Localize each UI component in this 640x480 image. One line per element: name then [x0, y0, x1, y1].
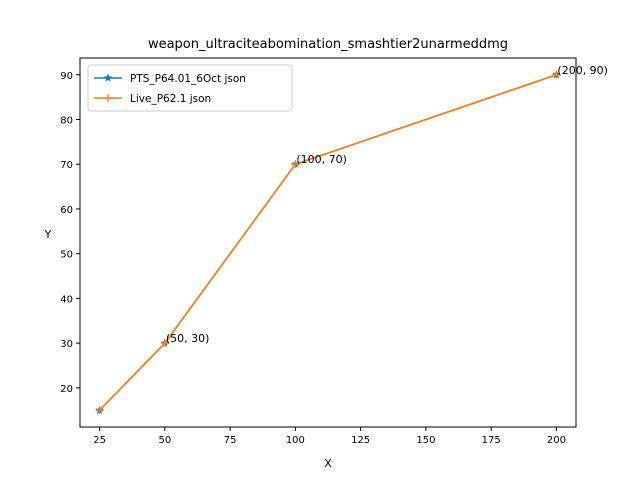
y-tick-label: 50 [60, 250, 73, 261]
y-tick-label: 80 [60, 116, 73, 127]
legend-marker-1 [103, 73, 113, 82]
series-2-point [291, 160, 300, 169]
chart-title: weapon_ultraciteabomination_smashtier2un… [148, 37, 508, 52]
plot-frame [79, 57, 577, 428]
y-tick-label: 70 [60, 160, 73, 171]
y-axis-label: Y [44, 228, 52, 241]
y-tick-label: 30 [60, 339, 73, 350]
legend-marker-2 [104, 94, 112, 102]
x-tick-label: 200 [547, 435, 566, 446]
series-2-point [95, 406, 104, 415]
x-tick-label: 50 [158, 435, 171, 446]
series-2-point [552, 70, 561, 79]
point-annotation: (50, 30) [166, 332, 210, 345]
point-annotation: (100, 70) [296, 153, 347, 166]
x-tick-label: 75 [224, 435, 237, 446]
x-tick-label: 150 [416, 435, 435, 446]
x-axis-label: X [324, 457, 332, 470]
x-tick-label: 25 [93, 435, 106, 446]
x-tick-label: 125 [351, 435, 370, 446]
series-2-point [160, 339, 169, 348]
y-tick-label: 40 [60, 294, 73, 305]
legend: PTS_P64.01_6Oct json Live_P62.1 json [87, 64, 293, 112]
x-tick-label: 100 [286, 435, 305, 446]
legend-label-1: PTS_P64.01_6Oct json [130, 73, 246, 85]
y-tick-label: 90 [60, 71, 73, 82]
legend-label-2: Live_P62.1 json [130, 93, 211, 105]
y-tick-label: 60 [60, 205, 73, 216]
point-annotation: (200, 90) [557, 64, 608, 77]
legend-box [87, 64, 293, 112]
plot-area: 25 50 75 100 125 150 175 200 20 30 40 50 60 70 80 90 (50… [60, 57, 608, 446]
y-tick-label: 20 [60, 384, 73, 395]
series-line-2 [99, 74, 557, 411]
x-tick-label: 175 [482, 435, 501, 446]
